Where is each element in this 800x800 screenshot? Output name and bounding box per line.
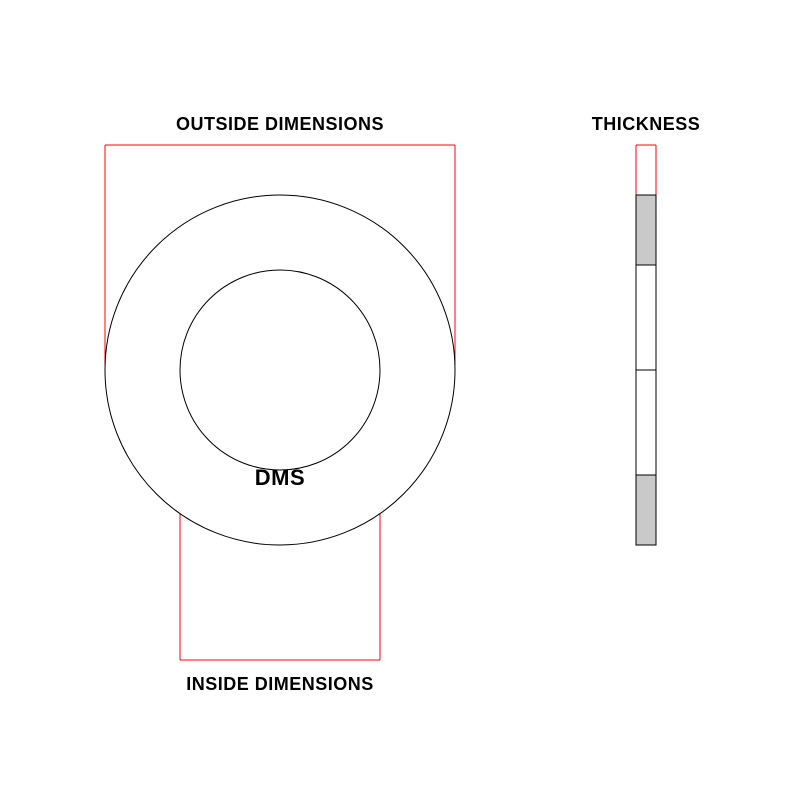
side-view-segment-1 bbox=[636, 265, 656, 370]
inside-label: INSIDE DIMENSIONS bbox=[186, 674, 374, 694]
center-label: DMS bbox=[255, 465, 305, 490]
thickness-label: THICKNESS bbox=[592, 114, 701, 134]
washer-outer-circle bbox=[105, 195, 455, 545]
washer-side-view bbox=[636, 195, 656, 545]
outside-label: OUTSIDE DIMENSIONS bbox=[176, 114, 384, 134]
side-view-segment-2 bbox=[636, 370, 656, 475]
washer-front-view bbox=[105, 195, 455, 545]
side-view-segment-0 bbox=[636, 195, 656, 265]
side-view-segment-3 bbox=[636, 475, 656, 545]
